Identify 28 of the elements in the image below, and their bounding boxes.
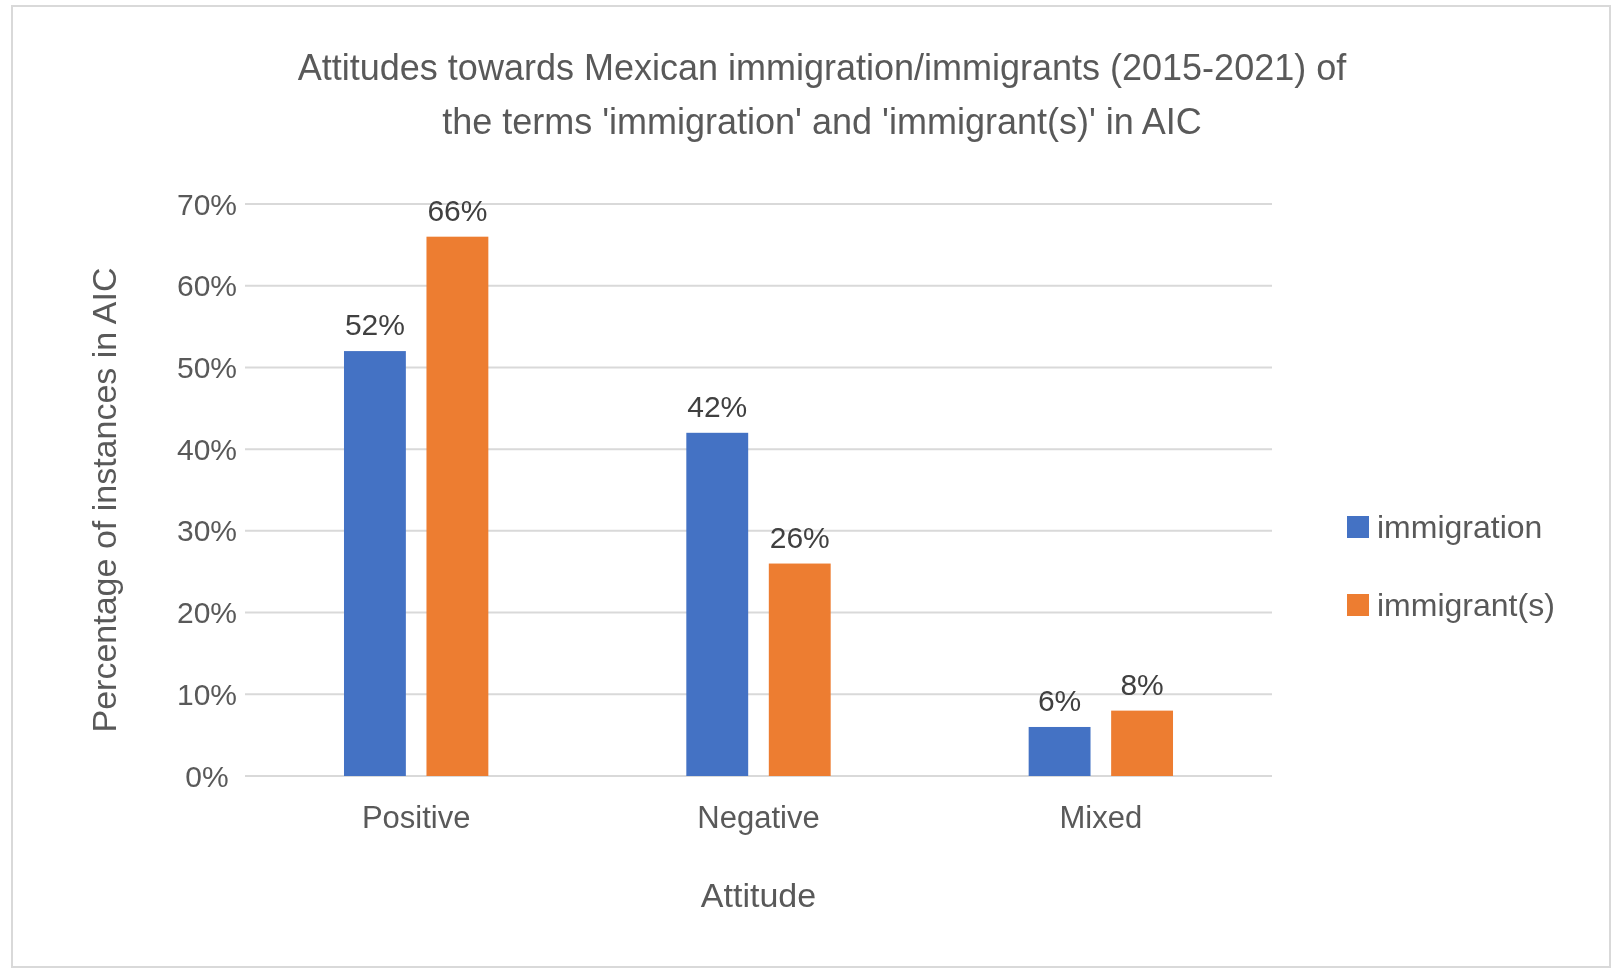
legend-label: immigration [1377, 509, 1543, 546]
y-tick-label: 70% [176, 187, 238, 221]
bar [768, 563, 831, 776]
legend-label: immigrant(s) [1377, 587, 1555, 624]
x-axis-title: Attitude [700, 876, 817, 914]
data-label: 8% [1120, 667, 1164, 701]
bar [343, 351, 406, 776]
y-tick-label: 10% [176, 677, 238, 711]
y-tick-label: 40% [176, 432, 238, 466]
y-tick-label: 20% [176, 596, 238, 630]
x-tick-label: Mixed [1059, 800, 1143, 835]
data-label: 26% [769, 520, 830, 554]
y-tick-label: 30% [176, 514, 238, 548]
bar [426, 236, 489, 776]
x-tick-label: Positive [361, 800, 471, 835]
data-label: 66% [427, 193, 488, 227]
y-tick-label: 60% [176, 269, 238, 303]
chart-title: Attitudes towards Mexican immigration/immigrants (2015-2021) of the terms 'immigration' and 'immigrant(s)' in AIC [297, 47, 1348, 142]
y-tick-label: 50% [176, 350, 238, 384]
data-label: 42% [687, 389, 748, 423]
data-label: 52% [344, 308, 405, 342]
bar [1111, 710, 1174, 776]
x-tick-label: Negative [697, 800, 820, 835]
bar [686, 432, 749, 776]
y-axis-title: Percentage of instances in AIC [85, 267, 123, 733]
bar [1028, 726, 1091, 776]
y-tick-label: 0% [185, 759, 229, 793]
data-label: 6% [1037, 683, 1082, 717]
